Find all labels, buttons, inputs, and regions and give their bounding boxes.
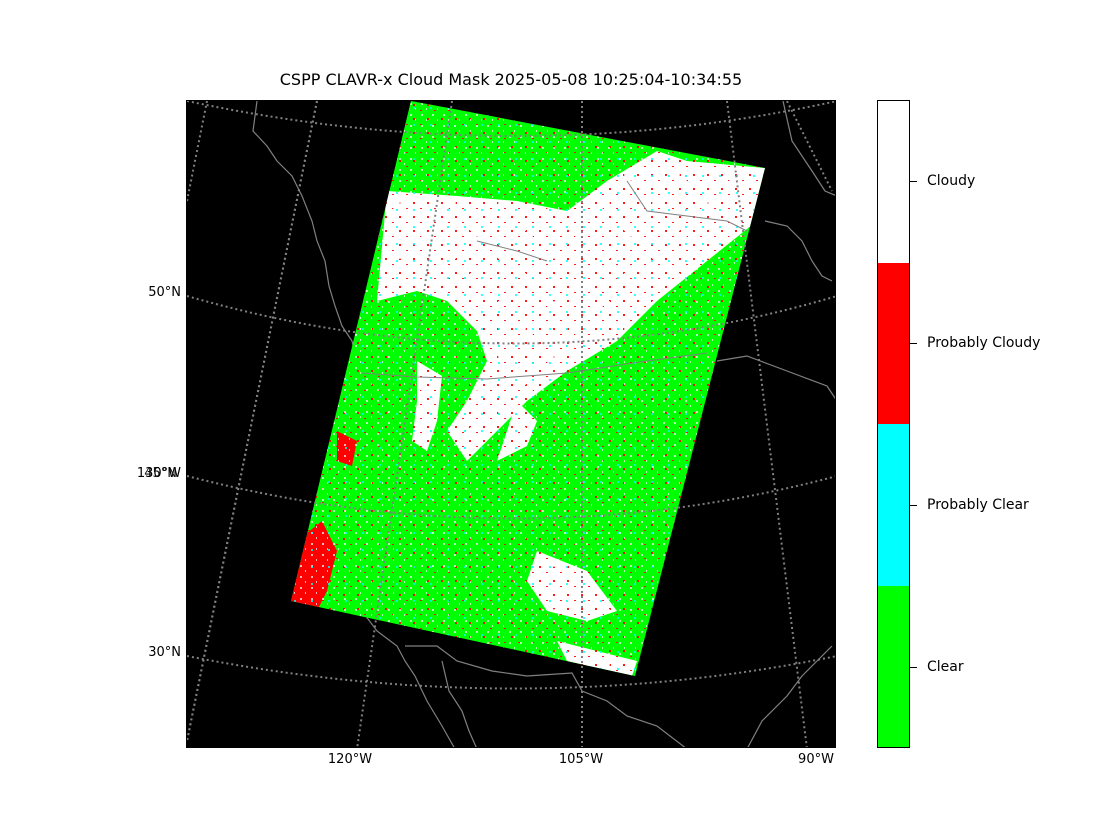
political-borders [361,180,748,380]
coastlines [252,101,835,747]
lat-label-30n: 30°N [148,645,181,660]
colorbar-segment-clear [878,585,909,747]
colorbar-tick-probably-clear [910,505,917,506]
lat-label-50n: 50°N [148,285,181,300]
lat-label-45n: 45°N [144,466,177,481]
cloud-mask-map[interactable] [186,100,836,748]
graticule [187,101,835,747]
colorbar-segment-cloudy [878,101,909,263]
colorbar-label-cloudy: Cloudy [927,173,976,189]
colorbar-segment-probably-cloudy [878,262,909,424]
lon-label-120w: 120°W [327,752,373,767]
colorbar-segment-probably-clear [878,424,909,586]
lon-label-105w: 105°W [558,752,604,767]
map-canvas [187,101,835,747]
colorbar-tick-probably-cloudy [910,343,917,344]
swath-data [291,101,765,676]
lat-label-130w: 130°W [136,466,181,481]
colorbar-label-probably-clear: Probably Clear [927,497,1029,513]
map-title: CSPP CLAVR-x Cloud Mask 2025-05-08 10:25… [279,70,743,89]
lon-label-90w: 90°W [798,752,834,767]
colorbar-label-probably-cloudy: Probably Cloudy [927,335,1041,351]
colorbar-label-clear: Clear [927,659,964,675]
colorbar-tick-cloudy [910,181,917,182]
colorbar-tick-clear [910,667,917,668]
colorbar [877,100,910,748]
